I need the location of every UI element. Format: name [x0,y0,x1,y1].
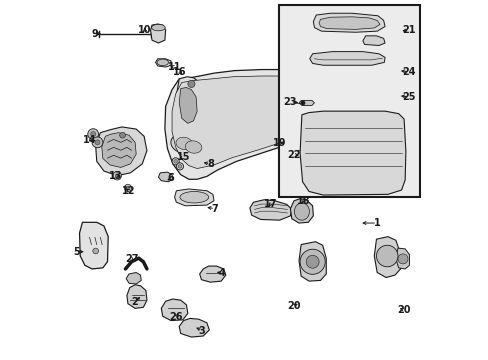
Text: 23: 23 [283,97,297,107]
Circle shape [113,171,121,180]
Polygon shape [172,76,345,168]
Text: 26: 26 [168,312,182,322]
Text: 1: 1 [373,218,380,228]
Circle shape [288,105,301,118]
Polygon shape [362,36,384,45]
Text: 19: 19 [272,139,286,148]
Circle shape [92,137,102,148]
Text: 14: 14 [82,135,96,145]
Bar [301,147,307,150]
Text: 2: 2 [131,297,138,307]
Polygon shape [373,237,400,278]
Ellipse shape [294,203,309,220]
Polygon shape [80,222,108,269]
Circle shape [95,140,100,145]
Text: 10: 10 [138,25,151,35]
Text: 6: 6 [167,173,174,183]
Text: 27: 27 [124,254,138,264]
Polygon shape [126,273,141,284]
Text: 5: 5 [74,247,80,257]
Circle shape [90,132,96,136]
Circle shape [88,129,99,139]
Circle shape [172,158,179,165]
Polygon shape [395,248,408,269]
Circle shape [376,245,397,267]
Polygon shape [290,199,313,223]
Circle shape [93,248,99,254]
Text: 8: 8 [206,159,213,169]
Text: 21: 21 [402,25,415,35]
Polygon shape [309,51,384,65]
Polygon shape [313,13,384,32]
Ellipse shape [180,137,206,157]
Circle shape [178,165,182,168]
Text: 9: 9 [91,29,98,39]
Polygon shape [319,17,379,30]
Text: 17: 17 [263,199,277,210]
Bar [278,5,419,197]
Ellipse shape [185,141,202,153]
Polygon shape [102,133,136,167]
Circle shape [174,159,177,163]
Polygon shape [179,319,209,337]
Text: 20: 20 [286,301,300,311]
Circle shape [120,132,125,138]
Polygon shape [298,242,325,281]
Ellipse shape [180,192,208,203]
Polygon shape [150,24,165,43]
Polygon shape [161,299,187,320]
Circle shape [124,184,131,192]
Text: 11: 11 [167,62,181,72]
Polygon shape [298,100,314,105]
Text: 3: 3 [199,325,205,336]
Polygon shape [96,127,147,176]
Polygon shape [249,200,291,220]
Ellipse shape [176,137,192,150]
Text: 22: 22 [286,150,300,160]
Text: 7: 7 [211,204,218,214]
Text: 4: 4 [219,268,225,278]
Polygon shape [158,172,172,182]
Polygon shape [164,69,351,179]
Ellipse shape [151,24,165,31]
Text: 20: 20 [397,305,410,315]
Circle shape [397,254,407,264]
Text: 24: 24 [402,67,415,77]
Text: 13: 13 [108,171,122,181]
Polygon shape [174,189,214,206]
Ellipse shape [157,59,168,66]
Text: 16: 16 [173,67,186,77]
Polygon shape [199,266,225,282]
Polygon shape [126,285,147,309]
Polygon shape [155,59,171,67]
Text: 12: 12 [122,186,136,196]
Ellipse shape [170,134,197,153]
Circle shape [300,249,325,274]
Polygon shape [300,111,405,195]
Polygon shape [179,87,197,123]
Text: 15: 15 [177,152,190,162]
Polygon shape [176,77,205,146]
Circle shape [115,174,119,177]
Circle shape [187,80,195,87]
Circle shape [305,255,319,268]
Text: 25: 25 [402,92,415,102]
Circle shape [300,101,305,105]
Circle shape [176,163,183,170]
Circle shape [126,186,129,189]
Text: 18: 18 [296,196,310,206]
